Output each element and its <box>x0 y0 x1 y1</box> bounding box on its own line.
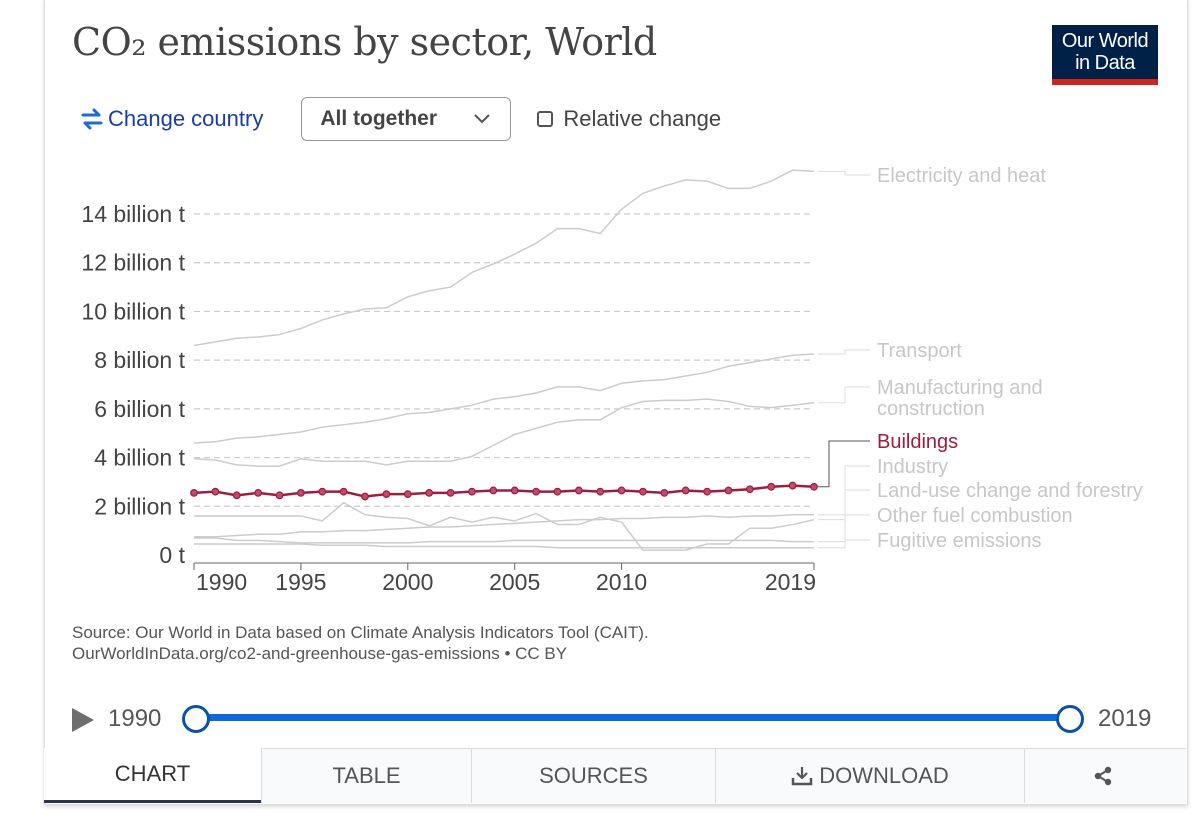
page-title: CO₂ emissions by sector, World <box>72 20 657 64</box>
source-line-2[interactable]: OurWorldInData.org/co2-and-greenhouse-ga… <box>72 644 568 663</box>
data-point[interactable] <box>660 488 669 497</box>
tab-table-label: TABLE <box>332 763 401 788</box>
tab-share[interactable] <box>1024 748 1186 803</box>
tab-table[interactable]: TABLE <box>261 748 471 803</box>
legend-label-buildings[interactable]: Buildings <box>877 431 958 453</box>
data-point[interactable] <box>232 491 241 500</box>
chart-controls: Change country All together Relative cha… <box>80 96 721 142</box>
legend-label-electricity-and-heat[interactable]: Electricity and heat <box>877 165 1046 187</box>
source-note: Source: Our World in Data based on Clima… <box>72 622 649 664</box>
data-point[interactable] <box>489 486 498 495</box>
data-point[interactable] <box>724 486 733 495</box>
stacking-mode-value: All together <box>320 107 437 130</box>
data-point[interactable] <box>425 488 434 497</box>
timeline-end-handle[interactable] <box>1056 705 1084 733</box>
data-point[interactable] <box>574 486 583 495</box>
timeline-end-year: 2019 <box>1098 705 1152 732</box>
data-point[interactable] <box>254 488 263 497</box>
data-point[interactable] <box>703 487 712 496</box>
owid-logo[interactable]: Our World in Data <box>1052 25 1158 85</box>
data-point[interactable] <box>767 482 776 491</box>
timeline-track[interactable] <box>196 714 1070 721</box>
series-line-other-fuel-combustion[interactable] <box>194 537 814 544</box>
tab-sources[interactable]: SOURCES <box>471 748 715 803</box>
series-lines <box>190 169 818 551</box>
source-line-1: Source: Our World in Data based on Clima… <box>72 623 649 642</box>
logo-line-2: in Data <box>1075 52 1135 74</box>
tab-download-label: DOWNLOAD <box>819 763 949 788</box>
tab-chart[interactable]: CHART <box>44 748 261 803</box>
timeline: 1990 2019 <box>72 700 1162 740</box>
relative-change-checkbox[interactable] <box>537 111 554 127</box>
series-line-industry[interactable] <box>194 514 814 538</box>
data-point[interactable] <box>810 482 818 491</box>
data-point[interactable] <box>617 486 626 495</box>
legend-label-industry[interactable]: Industry <box>877 456 948 478</box>
tab-download[interactable]: DOWNLOAD <box>715 748 1024 803</box>
legend-label-land-use-change-and-forestry[interactable]: Land-use change and forestry <box>877 480 1143 502</box>
series-line-manufacturing-and-construction[interactable] <box>193 398 815 467</box>
timeline-start-year: 1990 <box>108 705 162 732</box>
data-point[interactable] <box>553 487 562 496</box>
swap-arrows-icon <box>81 108 103 130</box>
data-point[interactable] <box>339 487 348 496</box>
data-point[interactable] <box>275 491 284 500</box>
relative-change-label: Relative change <box>563 106 722 131</box>
data-point[interactable] <box>361 492 369 501</box>
data-point[interactable] <box>296 488 305 497</box>
series-line-electricity-and-heat[interactable] <box>193 169 815 347</box>
tab-bar: CHART TABLE SOURCES DOWNLOAD <box>44 748 1186 803</box>
logo-accent-bar <box>1052 79 1158 85</box>
data-point[interactable] <box>190 488 198 497</box>
chart-card <box>44 0 1188 805</box>
legend-label-manufacturing-and-construction[interactable]: Manufacturing and <box>877 377 1043 399</box>
data-point[interactable] <box>510 486 519 495</box>
legend-label-manufacturing-and-construction[interactable]: construction <box>877 398 985 420</box>
change-country-button[interactable]: Change country <box>80 106 263 132</box>
stacking-mode-select[interactable]: All together <box>301 97 512 141</box>
data-point[interactable] <box>382 490 391 499</box>
data-point[interactable] <box>639 487 647 496</box>
chevron-down-icon <box>474 114 491 124</box>
tab-sources-label: SOURCES <box>539 763 648 788</box>
data-point[interactable] <box>318 487 327 496</box>
play-icon[interactable] <box>72 708 94 732</box>
relative-change-toggle[interactable]: Relative change <box>537 106 721 132</box>
data-point[interactable] <box>532 487 540 496</box>
data-point[interactable] <box>596 487 605 496</box>
timeline-start-handle[interactable] <box>182 705 210 733</box>
series-line-transport[interactable] <box>193 353 815 444</box>
download-icon <box>791 767 813 786</box>
legend-label-other-fuel-combustion[interactable]: Other fuel combustion <box>877 505 1073 527</box>
data-point[interactable] <box>745 485 754 494</box>
legend-label-transport[interactable]: Transport <box>877 340 962 362</box>
change-country-label: Change country <box>108 106 264 131</box>
series-line-land-use-change-and-forestry[interactable] <box>194 501 815 551</box>
data-point[interactable] <box>681 486 690 495</box>
series-line-fugitive-emissions[interactable] <box>194 543 814 549</box>
data-point[interactable] <box>788 481 797 490</box>
data-point[interactable] <box>211 487 220 496</box>
tab-chart-label: CHART <box>114 761 191 786</box>
share-icon <box>1094 766 1111 786</box>
data-point[interactable] <box>403 490 412 499</box>
legend-label-fugitive-emissions[interactable]: Fugitive emissions <box>877 530 1042 552</box>
data-point[interactable] <box>446 488 455 497</box>
series-legend: Electricity and heat Transport Manufacturi… <box>818 165 1143 552</box>
data-point[interactable] <box>468 487 476 496</box>
logo-line-1: Our World <box>1061 30 1149 52</box>
